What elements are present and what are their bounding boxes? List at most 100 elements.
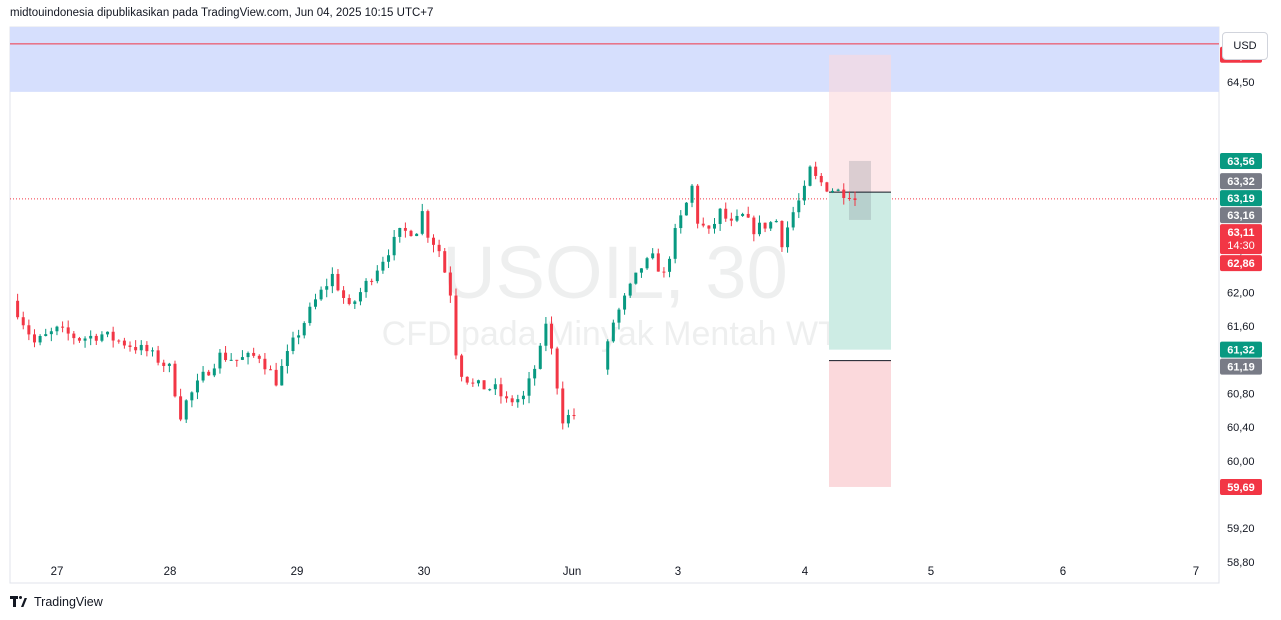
candle-body [645, 258, 649, 269]
time-tick-label: 3 [675, 566, 681, 578]
publish-header: midtouindonesia dipublikasikan pada Trad… [10, 7, 433, 19]
candle-body [679, 215, 683, 229]
site-name: TradingView.com, [201, 7, 292, 19]
watermark: USOIL, 30 CFD pada Minyak Mentah WTI [382, 231, 849, 353]
candle-body [443, 251, 447, 273]
candle-body [763, 222, 767, 229]
price-tick-label: 60,00 [1227, 456, 1255, 468]
price-tag-label: 63,16 [1227, 210, 1255, 222]
candle-body [802, 185, 806, 201]
candle-body [240, 357, 244, 360]
candle-body [61, 326, 65, 328]
publish-datetime: Jun 04, 2025 10:15 UTC+7 [294, 7, 434, 19]
candle-body [263, 358, 267, 370]
candle-body [808, 166, 812, 186]
candle-body [482, 380, 486, 390]
candle-body [437, 244, 441, 252]
candle-body [786, 227, 790, 248]
position-profit-zone[interactable] [829, 192, 891, 350]
price-tag [1220, 255, 1262, 272]
price-tag [1220, 341, 1262, 358]
candle-body [381, 261, 385, 271]
candle-body [16, 300, 20, 318]
position-entry-handle[interactable] [849, 160, 871, 220]
candle-body [853, 198, 857, 201]
candle-body [375, 270, 379, 282]
position-upper-loss-zone[interactable] [829, 54, 891, 193]
resistance-zone [10, 27, 1219, 92]
price-tick-label: 60,80 [1227, 388, 1255, 400]
candle-body [302, 323, 306, 336]
position-tool[interactable] [829, 54, 891, 487]
candle-body [207, 371, 211, 376]
candle-body [533, 368, 537, 379]
price-tag-label: 61,32 [1227, 345, 1255, 357]
author-name: midtouindonesia [10, 7, 94, 19]
price-tag-label: 63,56 [1227, 156, 1255, 168]
candle-body [201, 371, 205, 381]
position-lower-loss-zone[interactable] [829, 360, 891, 487]
time-tick-label: 30 [418, 566, 431, 578]
candle-body [668, 258, 672, 272]
candle-body [330, 273, 334, 287]
candle-body [106, 331, 110, 335]
candles-layer [16, 161, 857, 430]
price-tag [1220, 190, 1262, 207]
candle-body [122, 340, 126, 346]
price-tag [1220, 207, 1262, 224]
candle-body [555, 348, 559, 389]
candle-body [471, 382, 475, 384]
candle-body [66, 327, 70, 334]
candle-body [38, 336, 42, 343]
candle-body [847, 197, 851, 199]
candle-body [572, 415, 576, 417]
candle-body [21, 317, 25, 326]
candle-body [623, 295, 627, 310]
price-tick-label: 62,00 [1227, 287, 1255, 299]
candle-body [566, 415, 570, 424]
candle-body [358, 292, 362, 302]
price-tick-label: 59,20 [1227, 523, 1255, 535]
candle-body [701, 223, 705, 226]
candle-body [561, 388, 565, 424]
price-tick-label: 64,50 [1227, 77, 1255, 89]
candle-body [707, 225, 711, 229]
candle-body [656, 253, 660, 272]
price-tag-label: 63,32 [1227, 176, 1255, 188]
watermark-symbol: USOIL, 30 [442, 231, 788, 314]
time-tick-label: 28 [164, 566, 177, 578]
price-tag [1220, 152, 1262, 169]
candle-body [370, 280, 374, 282]
candle-body [212, 368, 216, 376]
candle-body [398, 227, 402, 237]
candle-body [100, 334, 104, 341]
footer-brand: TradingView [10, 594, 103, 610]
candle-body [713, 223, 716, 229]
currency-button[interactable]: USD [1222, 32, 1268, 60]
footer-brand-text: TradingView [34, 595, 103, 609]
candle-body [235, 359, 239, 361]
watermark-description: CFD pada Minyak Mentah WTI [382, 315, 849, 353]
candle-body [505, 396, 509, 399]
candle-body [353, 301, 357, 304]
candle-body [224, 352, 228, 361]
candle-body [516, 399, 520, 403]
candle-body [403, 227, 407, 231]
candle-body [527, 378, 531, 396]
price-tag [1220, 358, 1262, 375]
candle-body [426, 211, 430, 238]
candle-body [94, 335, 98, 341]
candle-body [415, 233, 419, 237]
candle-body [448, 272, 452, 296]
candle-body [757, 222, 761, 235]
resistance-zone-layer [10, 27, 1219, 200]
candle-body [342, 290, 346, 299]
candle-body [280, 365, 284, 386]
candle-body [774, 220, 778, 223]
candle-body [493, 384, 497, 390]
candle-body [741, 213, 745, 216]
time-axis-ticks: 27 28 29 30 Jun 3 4 5 6 7 [51, 566, 1200, 578]
candle-body [420, 211, 424, 234]
candle-body [179, 396, 183, 420]
